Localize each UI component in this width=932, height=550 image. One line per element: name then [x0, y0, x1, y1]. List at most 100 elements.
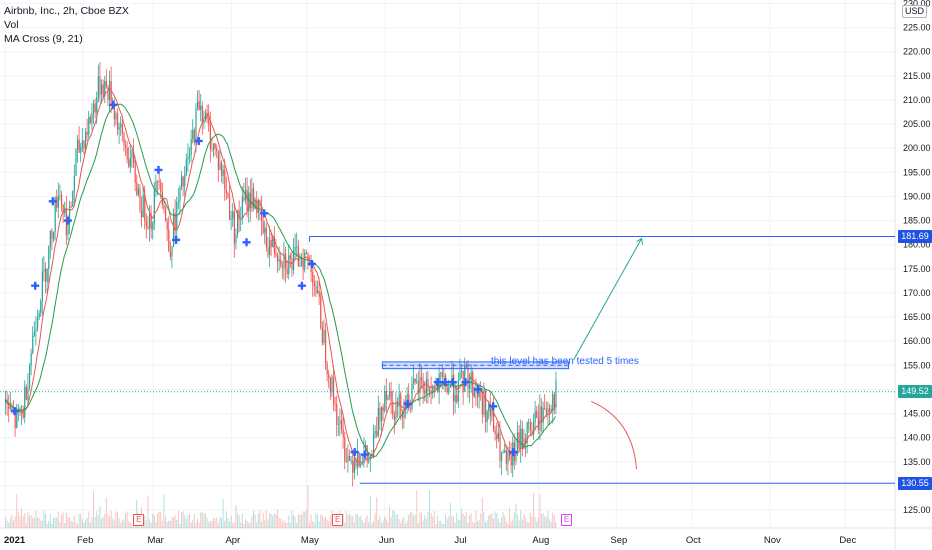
candle-body: [441, 372, 443, 378]
volume-bar: [176, 519, 178, 528]
volume-bar: [75, 522, 77, 528]
candle-body: [195, 108, 197, 143]
volume-bar: [184, 515, 186, 528]
volume-bar: [126, 511, 128, 528]
candle-body: [54, 196, 56, 232]
candle-body: [6, 399, 8, 403]
candle-body: [9, 406, 11, 409]
volume-bar: [310, 514, 312, 528]
volume-bar: [41, 520, 43, 528]
volume-bar: [470, 512, 472, 528]
volume-bar: [534, 517, 536, 528]
candle-body: [29, 366, 31, 388]
candle-body: [237, 210, 239, 235]
candle-body: [40, 301, 42, 313]
price-tick-label: 155.00: [903, 360, 931, 370]
volume-bar: [328, 521, 330, 528]
candle-body: [283, 253, 285, 268]
candle-body: [182, 176, 184, 187]
candle-body: [493, 410, 495, 431]
earnings-marker[interactable]: E: [561, 514, 573, 526]
candle-body: [353, 459, 355, 473]
currency-label[interactable]: USD: [902, 5, 928, 18]
cross-marker: [297, 281, 306, 290]
candle-body: [187, 156, 189, 160]
volume-bar: [483, 512, 485, 528]
volume-bar: [83, 522, 85, 528]
volume-bar: [38, 517, 40, 528]
volume-bar: [451, 515, 453, 528]
volume-bar: [552, 512, 554, 528]
cross-marker: [63, 216, 72, 225]
symbol-title[interactable]: Airbnb, Inc., 2h, Cboe BZX: [4, 5, 129, 17]
candle-body: [545, 408, 547, 414]
volume-indicator-label[interactable]: Vol: [4, 19, 19, 31]
volume-bar: [195, 522, 197, 528]
candle-body: [379, 407, 381, 422]
candle-body: [118, 127, 120, 130]
volume-bar: [345, 510, 347, 528]
volume-bar: [544, 516, 546, 528]
volume-bar: [273, 513, 275, 528]
candle-body: [201, 105, 203, 124]
candle-body: [296, 246, 298, 248]
candle-body: [457, 380, 459, 402]
volume-bar: [523, 514, 525, 528]
candle-body: [97, 76, 99, 98]
candle-body: [185, 159, 187, 175]
volume-bar: [205, 513, 206, 528]
candle-body: [243, 196, 245, 201]
volume-bar: [261, 521, 262, 528]
candle-body: [45, 269, 47, 282]
volume-bar: [109, 516, 110, 528]
candle-body: [221, 162, 223, 176]
time-tick-label: Dec: [839, 535, 856, 546]
candle-series: [5, 61, 557, 487]
candle-body: [264, 227, 266, 233]
candle-body: [305, 252, 307, 254]
candle-body: [78, 139, 80, 153]
candle-body: [397, 402, 399, 407]
candle-body: [101, 84, 103, 95]
candle-body: [547, 408, 549, 414]
candle-body: [285, 253, 287, 270]
candle-body: [171, 246, 173, 257]
volume-bar: [424, 515, 426, 528]
volume-bar: [448, 516, 450, 528]
candle-body: [419, 377, 421, 394]
candle-body: [368, 459, 370, 462]
volume-bar: [14, 516, 16, 528]
candle-body: [417, 381, 419, 394]
volume-bar: [57, 511, 59, 528]
annotation-text[interactable]: this level has been tested 5 times: [491, 356, 639, 367]
volume-bar: [173, 517, 174, 528]
volume-bar: [411, 512, 413, 528]
volume-bar: [296, 523, 298, 528]
volume-bar: [240, 522, 242, 528]
candle-body: [389, 391, 391, 397]
earnings-marker[interactable]: E: [133, 514, 145, 526]
candle-body: [222, 169, 224, 176]
earnings-marker[interactable]: E: [332, 514, 344, 526]
volume-bar: [520, 510, 522, 528]
volume-bar: [91, 517, 93, 528]
candle-body: [70, 206, 72, 208]
volume-bar: [387, 522, 389, 528]
candle-body: [496, 434, 498, 439]
volume-bar: [6, 520, 8, 528]
volume-bar: [456, 513, 458, 528]
candle-body: [525, 438, 527, 444]
bearish-scenario-arc: [591, 401, 638, 470]
candle-body: [275, 252, 277, 256]
candle-body: [209, 124, 211, 149]
candle-body: [416, 381, 418, 382]
ma-cross-indicator-label[interactable]: MA Cross (9, 21): [4, 33, 83, 45]
volume-bar: [481, 497, 483, 528]
candle-body: [469, 384, 471, 389]
volume-bar: [120, 522, 122, 528]
candle-body: [502, 452, 504, 454]
volume-bar: [526, 521, 528, 528]
volume-bar: [179, 523, 181, 528]
candle-body: [265, 227, 267, 248]
